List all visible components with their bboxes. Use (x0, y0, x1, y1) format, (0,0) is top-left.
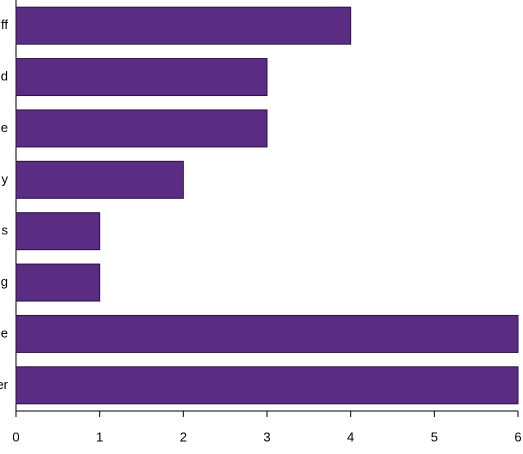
bar (15, 160, 184, 199)
y-tick-label: g (1, 274, 8, 289)
y-tick-label: e (1, 325, 8, 340)
y-tick-label: d (1, 69, 8, 84)
x-tick-label: 1 (96, 429, 103, 444)
x-tick-label: 3 (263, 429, 270, 444)
bar (15, 6, 352, 45)
x-tick-label: 2 (180, 429, 187, 444)
y-tick-label: ff (1, 17, 8, 32)
x-tick-label: 5 (431, 429, 438, 444)
bar (15, 58, 268, 97)
x-tick-label: 0 (12, 429, 19, 444)
bar (15, 263, 101, 302)
y-tick-label: er (0, 377, 9, 392)
bar (15, 366, 519, 405)
y-tick-label: s (2, 223, 9, 238)
bar (15, 212, 101, 251)
x-tick-label: 6 (514, 429, 521, 444)
x-tick-label: 4 (347, 429, 354, 444)
y-tick-label: y (2, 171, 9, 186)
y-tick-label: e (1, 120, 8, 135)
bar (15, 109, 268, 148)
bar (15, 314, 519, 353)
